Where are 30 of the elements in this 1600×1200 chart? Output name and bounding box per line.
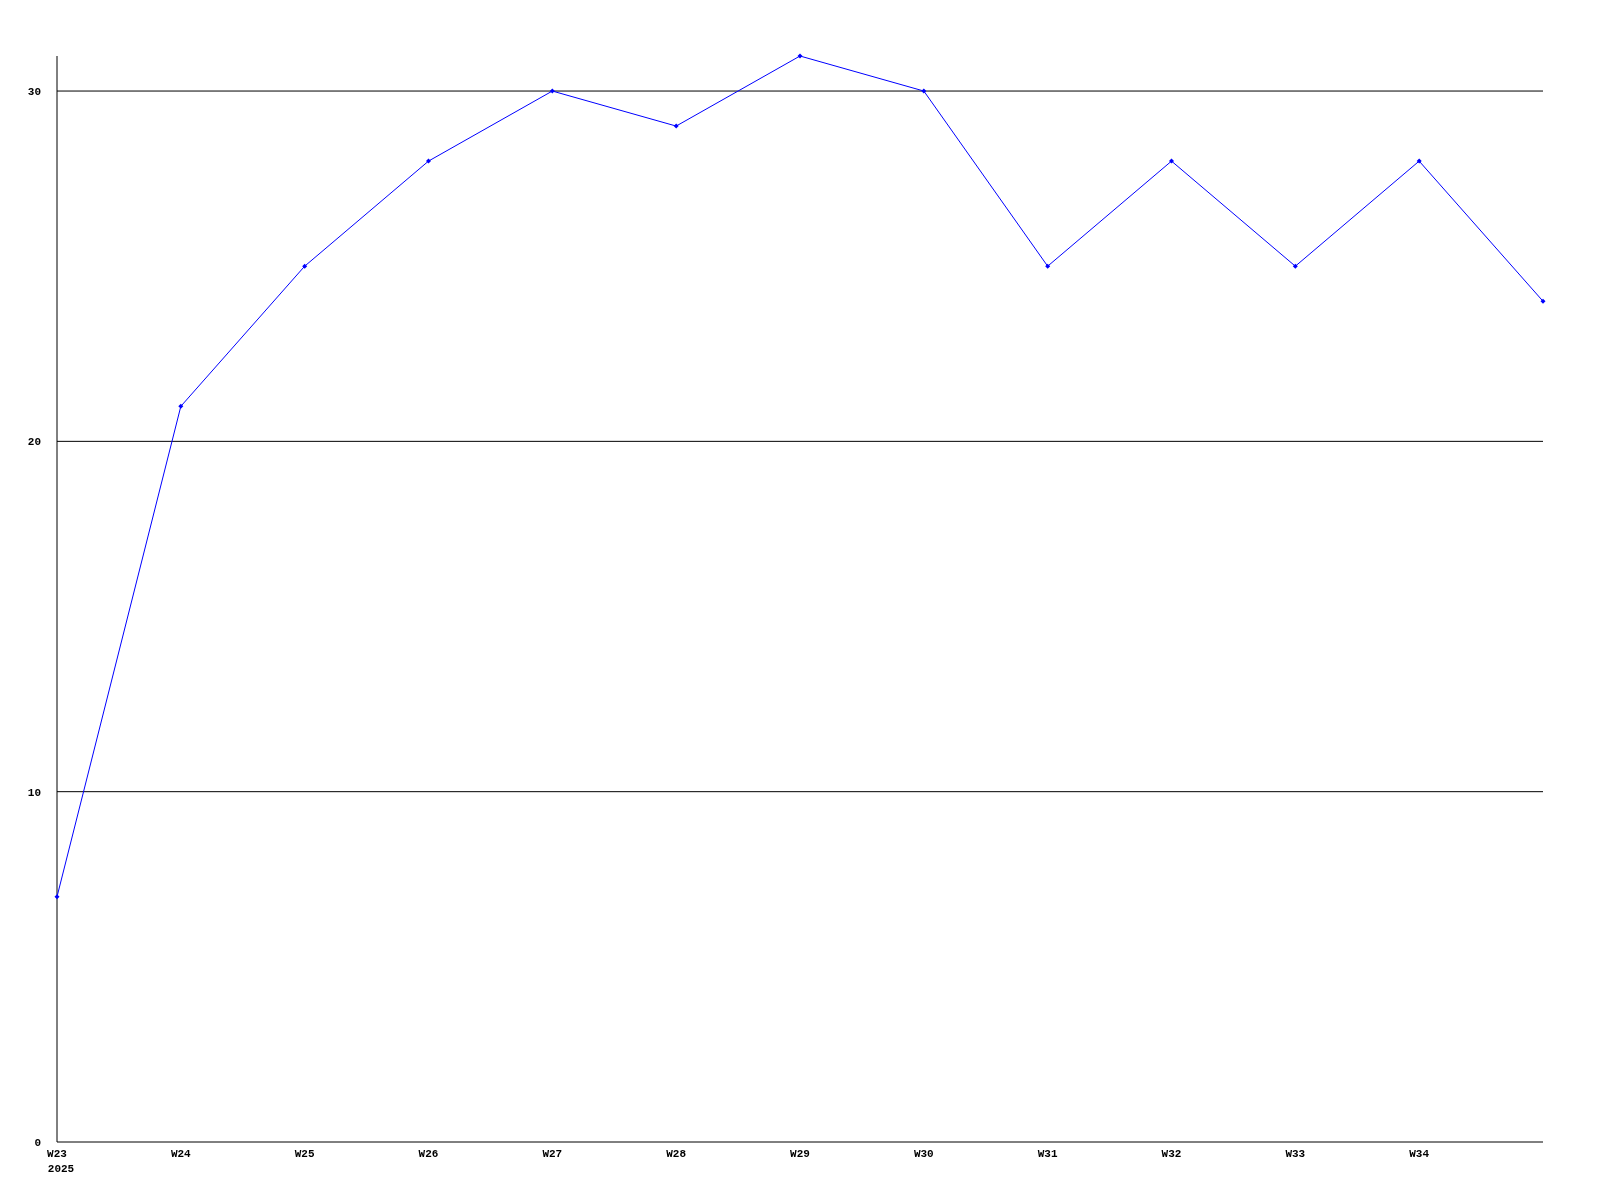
x-tick-label: W31 [1037,1148,1058,1160]
x-tick-label: W25 [294,1148,315,1160]
x-tick-label: W33 [1285,1148,1306,1160]
text: 2025 [47,1163,75,1175]
point [1292,263,1298,269]
x-tick-label: W32 [1161,1148,1182,1160]
y-tick-label: 0 [34,1136,41,1149]
x-tick-label: W23 [47,1148,68,1160]
x-tick-label: W26 [418,1148,439,1160]
point [797,53,803,59]
x-tick-label: W34 [1409,1148,1430,1160]
point [549,88,555,94]
y-tick-label: 20 [27,436,41,449]
point [178,403,184,409]
point [302,263,308,269]
point [54,894,60,900]
x-tick-label: W24 [170,1148,192,1160]
y-tick-label: 10 [27,786,41,799]
x-tick-label: W28 [666,1148,687,1160]
x-tick-label: W30 [913,1148,934,1160]
point [1540,298,1546,304]
point [921,88,927,94]
x-tick-label: W29 [790,1148,810,1160]
y-tick-label: 30 [27,85,41,98]
point [1169,158,1174,164]
point [673,123,679,129]
point [1045,263,1051,269]
point [426,158,431,164]
x-tick-label: W27 [542,1148,563,1160]
point [1416,158,1422,164]
